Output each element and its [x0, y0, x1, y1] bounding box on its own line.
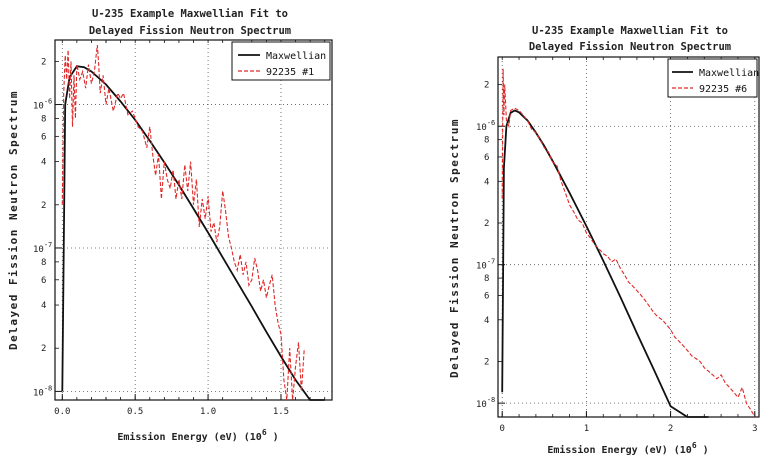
chart-left-y-minor-label-4: 2 — [41, 201, 46, 211]
chart-right-y-minor-label-5: 8 — [484, 274, 489, 284]
chart-right-y-minor-label-7: 4 — [484, 316, 489, 326]
chart-right-title-line-1: U-235 Example Maxwellian Fit to — [532, 25, 728, 37]
chart-right-x-ticks: 0 1 2 3 — [499, 57, 758, 434]
chart-left-series-data-line — [61, 44, 305, 401]
chart-left-series-fit-line — [61, 65, 325, 401]
chart-right-x-tick-label-1: 1 — [584, 424, 589, 434]
chart-right-y-tick-label-0: 10-6 — [476, 119, 495, 133]
chart-left-y-minor-label-2: 6 — [41, 132, 46, 142]
chart-right-legend-label-data: 92235 #6 — [699, 84, 747, 95]
chart-right-y-ticks: 10-6 10-7 10-8 2 8 6 4 2 8 6 4 2 — [476, 81, 505, 410]
chart-left-x-tick-label-2: 1.0 — [200, 407, 216, 417]
chart-left-x-axis-label: Emission Energy (eV) (106 ) — [117, 428, 278, 443]
chart-left-y-minor-label-5: 8 — [41, 258, 46, 268]
chart-right-plot-frame — [497, 56, 760, 418]
chart-right-y-tick-label-1: 10-7 — [476, 258, 495, 272]
chart-right-series-data-line — [501, 68, 756, 417]
chart-left-x-tick-label-0: 0.0 — [54, 407, 70, 417]
chart-left-y-minor-label-8: 2 — [41, 344, 46, 354]
chart-right-y-minor-label-2: 6 — [484, 153, 489, 163]
chart-right-y-minor-label-0: 2 — [484, 81, 489, 91]
chart-right-y-minor-label-8: 2 — [484, 357, 489, 367]
chart-left-y-minor-label-6: 6 — [41, 276, 46, 286]
chart-left-plot-frame — [54, 39, 333, 401]
chart-right-legend-box — [667, 58, 758, 98]
chart-left-y-minor-label-1: 8 — [41, 114, 46, 124]
chart-left-legend-label-fit: Maxwellian — [266, 51, 326, 62]
chart-left-y-axis-label: Delayed Fission Neutron Spectrum — [7, 90, 20, 350]
chart-left-y-tick-label-2: 10-8 — [33, 384, 52, 398]
chart-right-legend: Maxwellian 92235 #6 — [667, 58, 759, 98]
chart-right: U-235 Example Maxwellian Fit to Delayed … — [448, 25, 760, 456]
chart-right-x-tick-label-3: 3 — [752, 424, 757, 434]
chart-left-y-minor-label-3: 4 — [41, 158, 46, 168]
chart-right-y-minor-label-3: 4 — [484, 177, 489, 187]
chart-right-y-tick-label-2: 10-8 — [476, 396, 495, 410]
chart-right-y-minor-label-4: 2 — [484, 219, 489, 229]
chart-left-y-minor-label-0: 2 — [41, 57, 46, 67]
chart-right-grid — [498, 57, 759, 417]
chart-right-y-minor-label-1: 8 — [484, 136, 489, 146]
chart-right-legend-label-fit: Maxwellian — [699, 68, 759, 79]
chart-left: U-235 Example Maxwellian Fit to Delayed … — [7, 8, 333, 443]
chart-left-title-line-2: Delayed Fission Neutron Spectrum — [89, 25, 291, 37]
chart-right-x-axis-label: Emission Energy (eV) (106 ) — [547, 441, 708, 456]
chart-right-series — [501, 68, 756, 418]
chart-left-grid — [55, 40, 332, 400]
chart-left-title-line-1: U-235 Example Maxwellian Fit to — [92, 8, 288, 20]
chart-left-legend-label-data: 92235 #1 — [266, 67, 314, 78]
chart-right-series-fit-line — [501, 109, 709, 418]
chart-left-x-tick-label-1: 0.5 — [127, 407, 143, 417]
chart-left-series — [61, 44, 325, 401]
chart-left-legend: Maxwellian 92235 #1 — [231, 41, 331, 81]
chart-left-y-tick-label-1: 10-7 — [33, 241, 52, 255]
chart-right-y-axis-label: Delayed Fission Neutron Spectrum — [448, 118, 461, 378]
chart-left-y-tick-label-0: 10-6 — [33, 98, 52, 112]
chart-left-x-tick-label-3: 1.5 — [273, 407, 289, 417]
chart-left-y-ticks: 10-6 10-7 10-8 2 8 6 4 2 8 6 4 2 — [33, 57, 62, 398]
chart-left-y-minor-label-7: 4 — [41, 301, 46, 311]
chart-right-x-tick-label-0: 0 — [499, 424, 504, 434]
chart-right-title-line-2: Delayed Fission Neutron Spectrum — [529, 41, 731, 53]
chart-right-y-minor-label-6: 6 — [484, 291, 489, 301]
chart-right-x-tick-label-2: 2 — [668, 424, 673, 434]
chart-left-legend-box — [231, 41, 331, 81]
chart-left-x-ticks: 0.0 0.5 1.0 1.5 — [54, 40, 326, 417]
